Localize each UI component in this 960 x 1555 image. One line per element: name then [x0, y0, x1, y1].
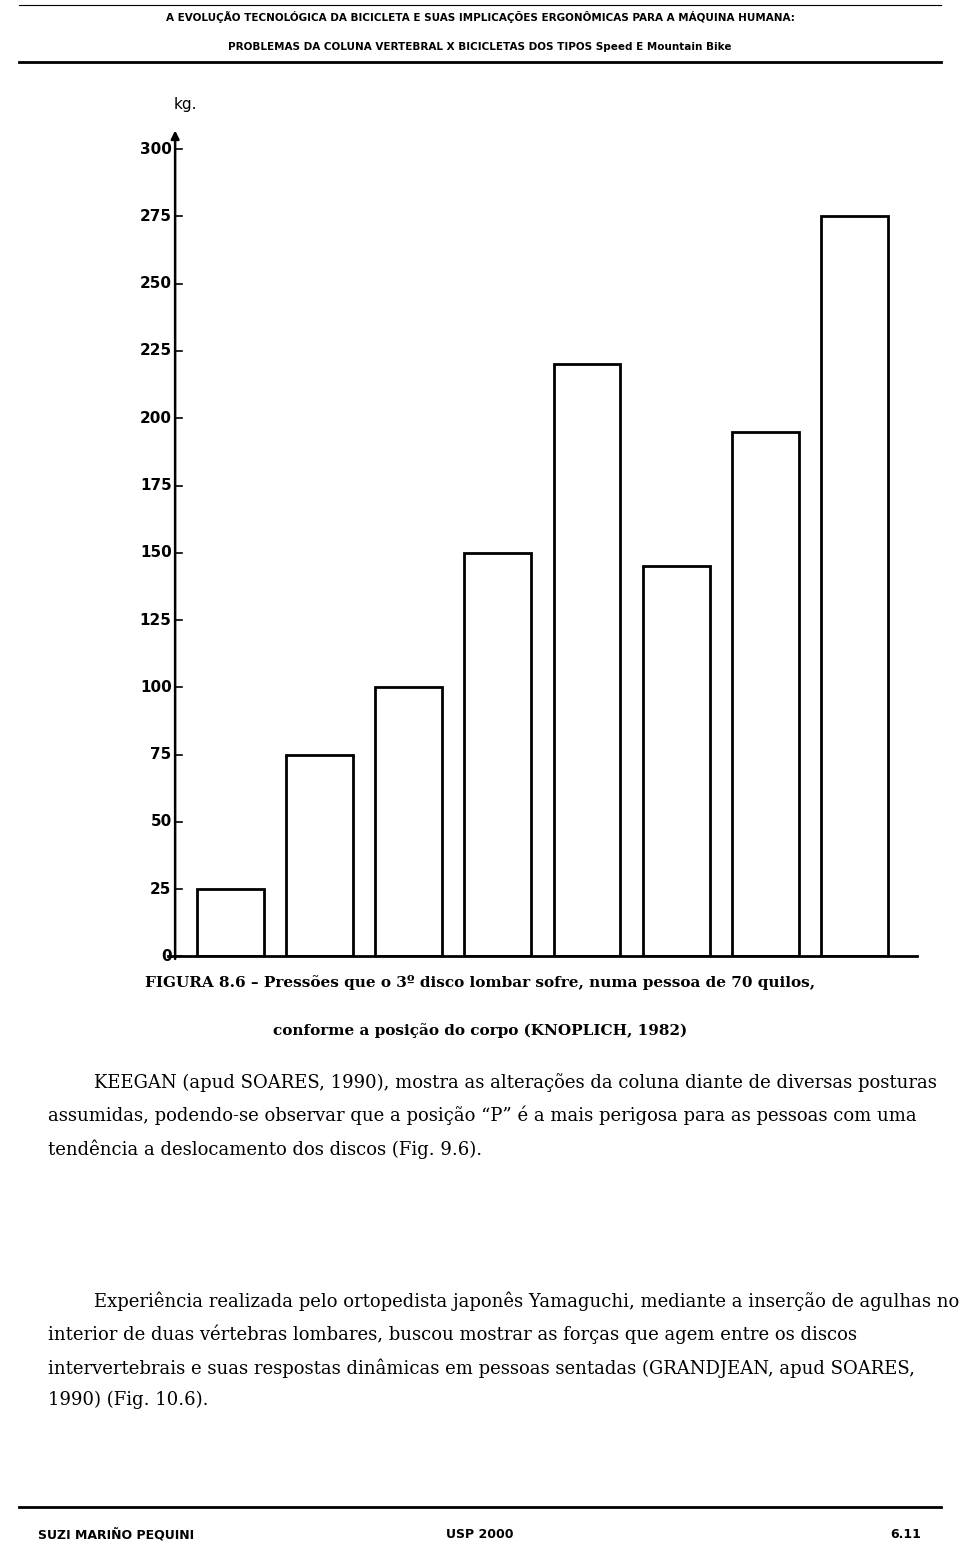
Text: 50: 50 [151, 815, 172, 829]
Text: Experiência realizada pelo ortopedista japonês Yamaguchi, mediante a inserção de: Experiência realizada pelo ortopedista j… [48, 1291, 959, 1409]
Bar [821, 216, 888, 956]
Bar [732, 432, 799, 956]
Text: 250: 250 [139, 277, 172, 291]
Text: USP 2000: USP 2000 [446, 1529, 514, 1541]
Text: PROBLEMAS DA COLUNA VERTEBRAL X BICICLETAS DOS TIPOS Speed E Mountain Bike: PROBLEMAS DA COLUNA VERTEBRAL X BICICLET… [228, 42, 732, 51]
Text: 300: 300 [140, 142, 172, 157]
Text: 75: 75 [151, 746, 172, 762]
Text: 200: 200 [139, 411, 172, 426]
Text: FIGURA 8.6 – Pressões que o 3º disco lombar sofre, numa pessoa de 70 quilos,: FIGURA 8.6 – Pressões que o 3º disco lom… [145, 975, 815, 991]
Text: SUZI MARIÑO PEQUINI: SUZI MARIÑO PEQUINI [38, 1527, 195, 1541]
Text: 0: 0 [161, 949, 172, 964]
Bar [286, 754, 353, 956]
Text: KEEGAN (apud SOARES, 1990), mostra as alterações da coluna diante de diversas po: KEEGAN (apud SOARES, 1990), mostra as al… [48, 1073, 937, 1158]
Text: 125: 125 [140, 613, 172, 628]
Text: 100: 100 [140, 680, 172, 695]
Bar [465, 552, 531, 956]
Text: conforme a posição do corpo (KNOPLICH, 1982): conforme a posição do corpo (KNOPLICH, 1… [273, 1023, 687, 1037]
Bar [375, 687, 443, 956]
Text: 150: 150 [140, 546, 172, 560]
Text: 275: 275 [139, 208, 172, 224]
Text: 175: 175 [140, 477, 172, 493]
Bar [197, 889, 264, 956]
Bar [642, 566, 709, 956]
Text: A EVOLUÇÃO TECNOLÓGICA DA BICICLETA E SUAS IMPLICAÇÕES ERGONÔMICAS PARA A MÁQUIN: A EVOLUÇÃO TECNOLÓGICA DA BICICLETA E SU… [165, 11, 795, 23]
Text: 25: 25 [150, 882, 172, 897]
Text: kg.: kg. [174, 96, 197, 112]
Bar [554, 364, 620, 956]
Text: 225: 225 [139, 344, 172, 359]
Text: 6.11: 6.11 [891, 1529, 922, 1541]
